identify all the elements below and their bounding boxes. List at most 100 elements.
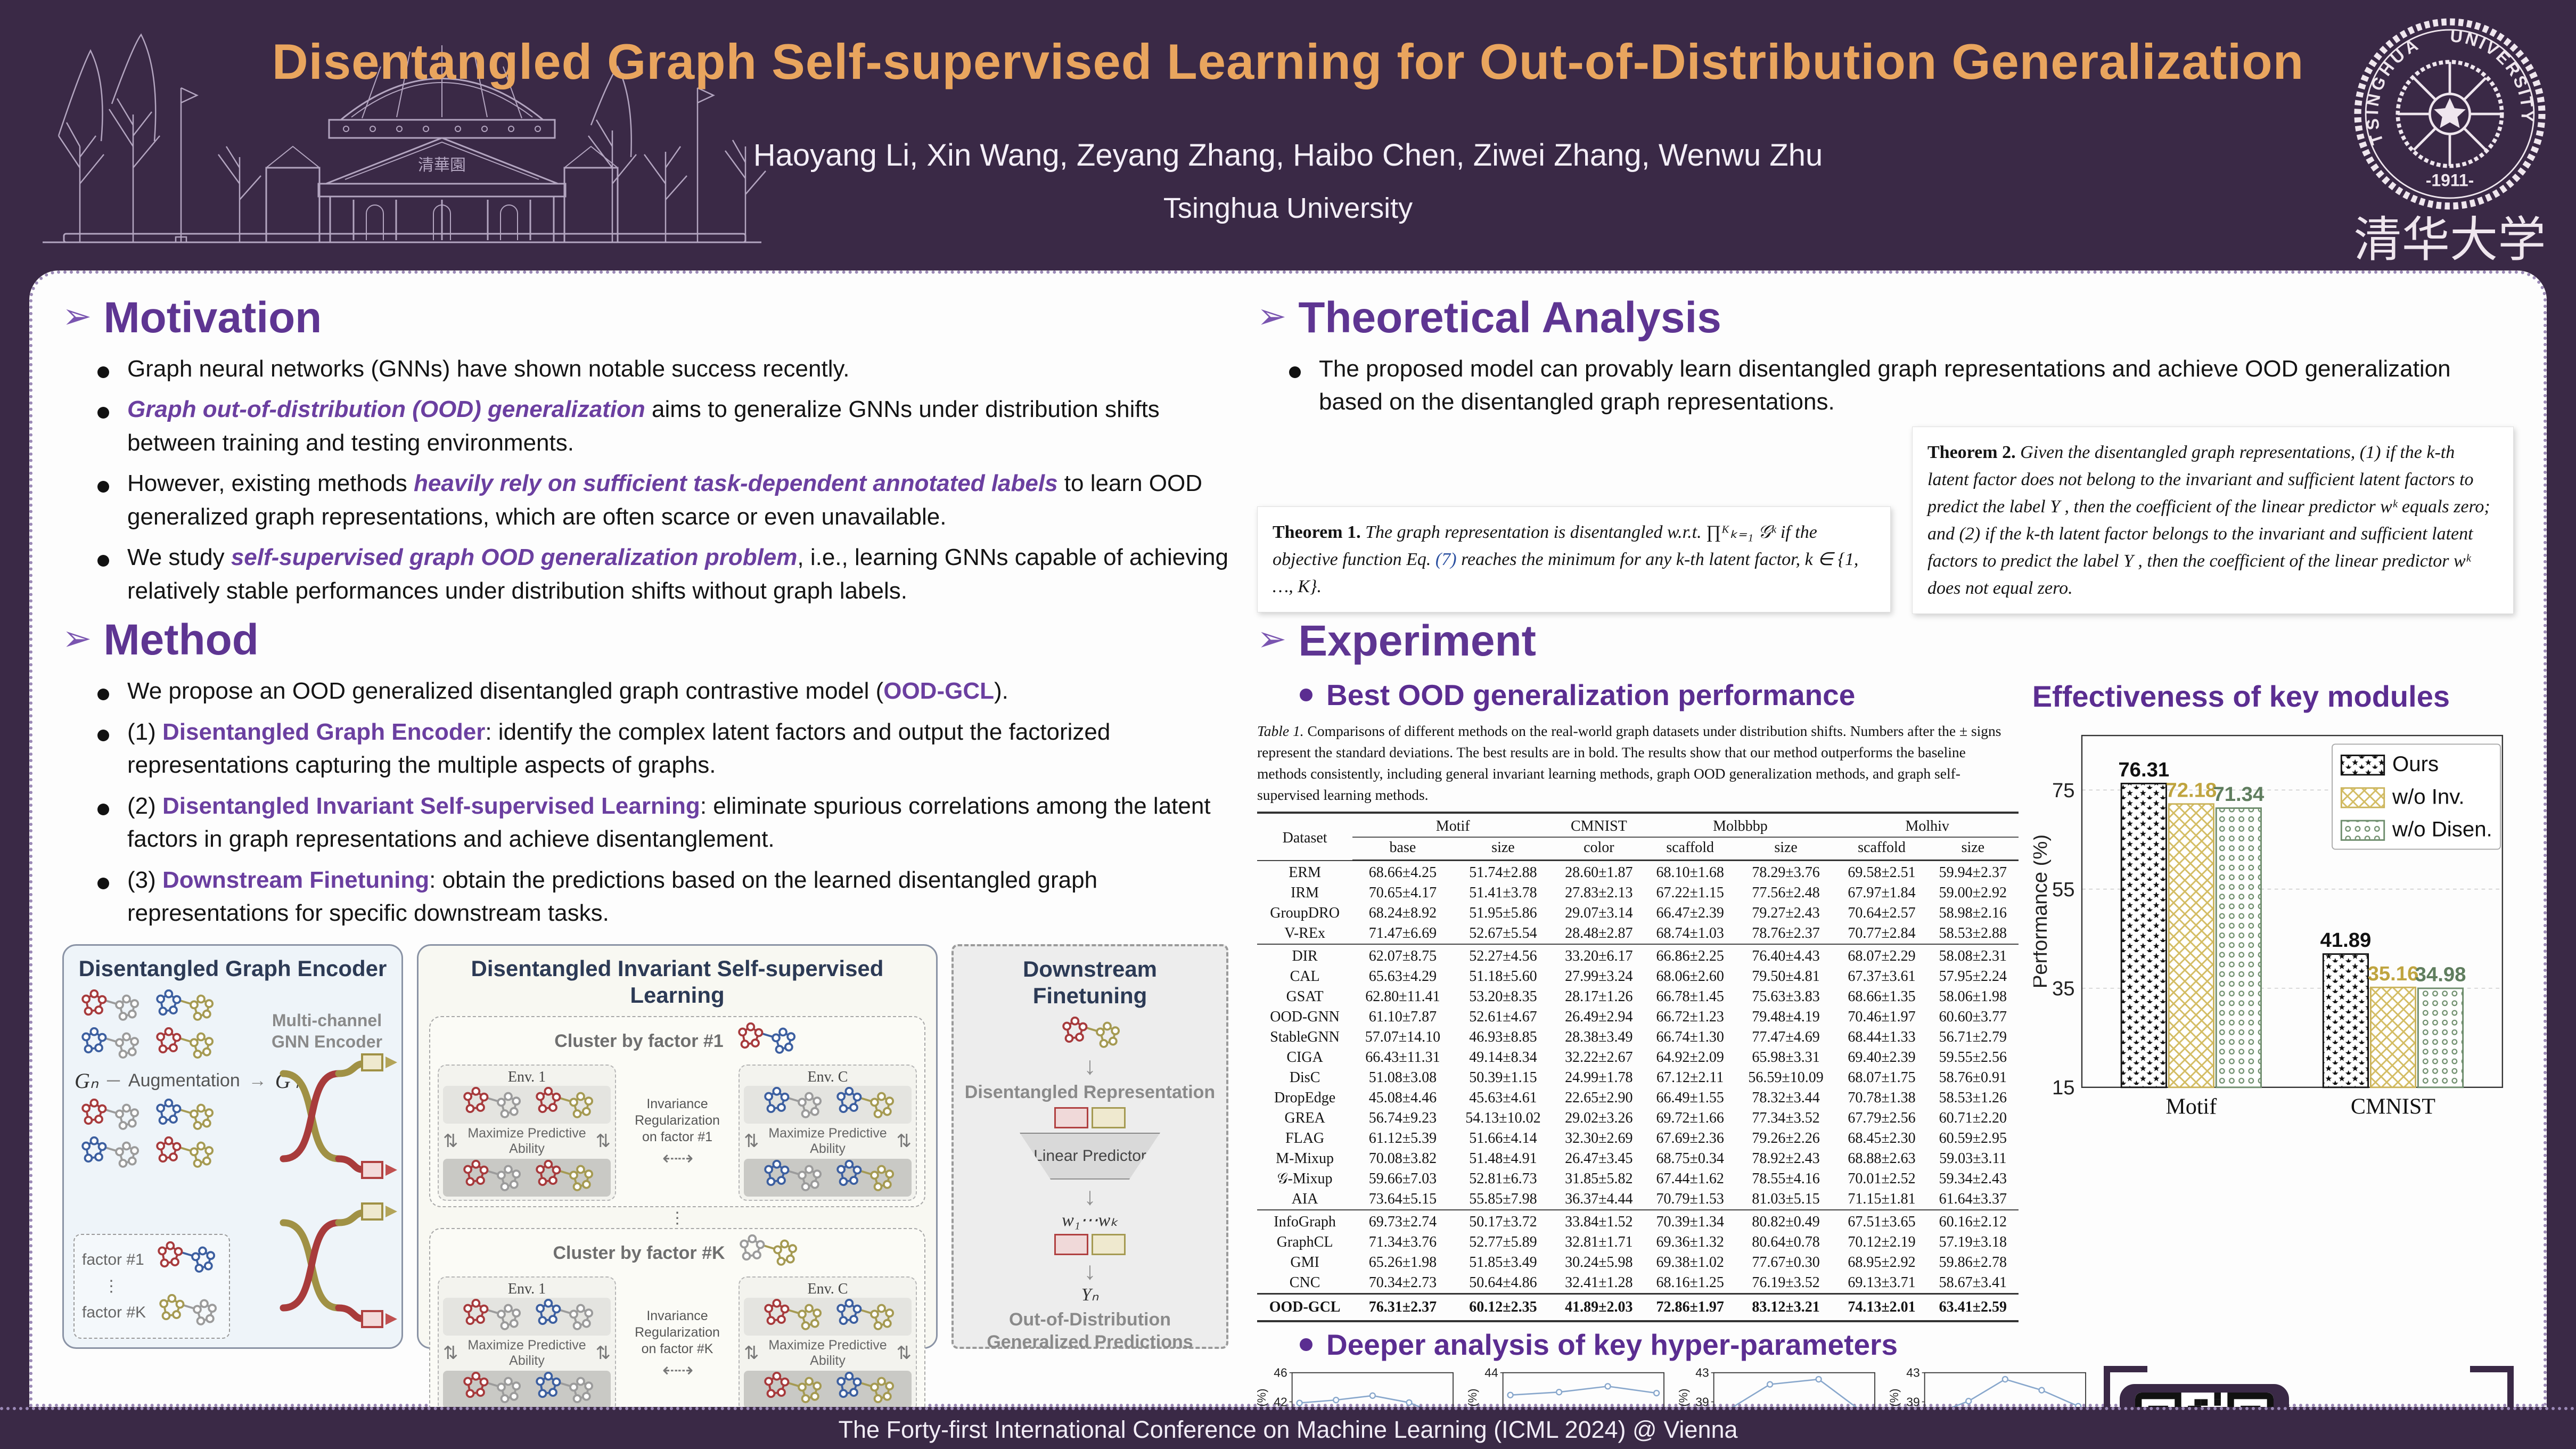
bullet-icon [97, 689, 109, 701]
cluster-factor1: Cluster by factor #1 Env. 1 ⇅ Maximize P… [429, 1016, 925, 1208]
molecule-pair-icon [757, 1087, 826, 1123]
invariance-regularization: Invariance Regularization on factor #1 ⇠⇢ [621, 1096, 733, 1170]
molecule-pair-icon [456, 1087, 526, 1123]
molecule-pair-icon [456, 1160, 526, 1196]
svg-text:35: 35 [2052, 977, 2075, 1000]
svg-text:w/o Disen.: w/o Disen. [2392, 817, 2492, 841]
molecule-pair-icon [529, 1087, 598, 1123]
factor1-label: factor #1 [82, 1250, 144, 1268]
arrow-marker-icon: ➢ [62, 618, 92, 658]
up-down-arrow-icon: ⇅ [443, 1131, 458, 1152]
cluster-factorK: Cluster by factor #K Env. 1 ⇅ Maximize P… [429, 1228, 925, 1420]
molecule-pair-icon [830, 1372, 899, 1407]
svg-text:55: 55 [2052, 878, 2075, 901]
down-arrow-icon: ↓ [1084, 1256, 1096, 1284]
molecule-pair-icon [149, 989, 218, 1025]
finetuning-panel: Downstream Finetuning ↓ Disentangled Rep… [951, 944, 1228, 1352]
ablation-chart-title: Effectiveness of key modules [2032, 679, 2450, 713]
augmented-graphs [75, 1098, 277, 1172]
augmentation-label: Augmentation [128, 1070, 240, 1091]
svg-text:35.16: 35.16 [2368, 962, 2419, 985]
up-down-arrow-icon: ⇅ [744, 1343, 759, 1364]
experiment-row-1: Best OOD generalization performance Effe… [1257, 676, 2514, 716]
up-down-arrow-icon: ⇅ [595, 1343, 611, 1364]
svg-text:15: 15 [2052, 1076, 2075, 1099]
molecule-pair-icon [830, 1299, 899, 1335]
gnn-encoder-label: Multi-channel GNN Encoder [271, 1010, 383, 1051]
encoder-panel-title: Disentangled Graph Encoder [78, 955, 387, 981]
results-table-block: Table 1. Comparisons of different method… [1257, 716, 2019, 1323]
bullet-icon [97, 803, 109, 815]
envC-box: Env. C ⇅ Maximize Predictive Ability ⇅ [739, 1276, 917, 1413]
footer: The Forty-first International Conference… [0, 1407, 2576, 1449]
molecule-pair-icon [529, 1372, 598, 1407]
invariance-regularization: Invariance Regularization on factor #K ⇠⇢ [621, 1308, 733, 1382]
theorem-2: Theorem 2. Given the disentangled graph … [1912, 426, 2514, 614]
list-item: However, existing methods heavily rely o… [97, 467, 1228, 534]
experiment-heading: ➢ Experiment [1257, 616, 1536, 665]
up-down-arrow-icon: ⇅ [443, 1343, 458, 1364]
results-table: Dataset Motif CMNIST Molbbbp Molhiv base size c… [1257, 812, 2019, 1323]
deeper-analysis-bullet: Deeper analysis of key hyper-parameters [1300, 1328, 2514, 1362]
right-column: ➢ Theoretical Analysis The proposed mode… [1255, 288, 2514, 1449]
env1-box: Env. 1 ⇅ Maximize Predictive Ability ⇅ [438, 1276, 616, 1413]
campus-line-art-icon: 清華園 [43, 33, 766, 243]
list-item: (2) Disentangled Invariant Self-supervis… [97, 790, 1228, 856]
best-ood-bullet: Best OOD generalization performance [1300, 678, 1855, 712]
list-item: (1) Disentangled Graph Encoder: identify… [97, 716, 1228, 782]
molecule-pair-icon [456, 1299, 526, 1335]
motivation-list: Graph neural networks (GNNs) have shown … [65, 353, 1228, 608]
molecule-pair-icon [151, 1241, 220, 1279]
ssl-panel-title: Disentangled Invariant Self-supervised L… [471, 955, 884, 1008]
molecule-pair-icon [149, 1027, 218, 1063]
ellipsis: ⋮ [669, 1209, 685, 1227]
molecule-pair-icon [757, 1372, 826, 1407]
molecule-pair-icon [529, 1299, 598, 1335]
bullet-icon [97, 555, 109, 567]
bullet-icon [1300, 688, 1312, 701]
list-item: Graph out-of-distribution (OOD) generali… [97, 393, 1228, 460]
list-item: (3) Downstream Finetuning: obtain the pr… [97, 864, 1228, 930]
augmentation-row: Gₙ ─ Augmentation → G′ₙ [75, 1068, 391, 1093]
svg-text:42: 42 [1274, 1395, 1287, 1409]
prediction-label: Yₙ [1081, 1284, 1099, 1305]
tsinghua-chinese-name: 清华大学 [2354, 214, 2546, 264]
svg-text:Ours: Ours [2392, 752, 2439, 776]
svg-text:46: 46 [1274, 1366, 1287, 1380]
right-arrow-icon: → [248, 1070, 267, 1091]
header: 清華園 [0, 0, 2576, 271]
up-down-arrow-icon: ⇅ [744, 1131, 759, 1152]
molecule-pair-icon [830, 1087, 899, 1123]
factor-chip [1092, 1233, 1126, 1255]
svg-text:39: 39 [1695, 1395, 1709, 1409]
molecule-pair-icon [149, 1098, 218, 1134]
svg-text:Performance (%): Performance (%) [2033, 834, 2052, 988]
bullet-icon [97, 877, 109, 889]
ellipsis: ⋮ [103, 1277, 119, 1295]
env1-box: Env. 1 ⇅ Maximize Predictive Ability ⇅ [438, 1065, 616, 1201]
molecule-pair-icon [75, 989, 144, 1025]
molecule-pair-icon [1055, 1017, 1125, 1052]
motivation-heading: ➢ Motivation [62, 293, 322, 342]
bullet-icon [97, 481, 109, 493]
molecule-pair-icon [75, 1098, 144, 1134]
svg-text:-1911-: -1911- [2426, 170, 2474, 190]
left-right-dashed-arrow-icon: ⇠⇢ [662, 1358, 693, 1381]
bullet-icon [97, 366, 109, 378]
molecule-pair-icon [731, 1022, 800, 1060]
channel-ribbons-icon [280, 1053, 397, 1328]
linear-predictor: Linear Predictor [1020, 1132, 1160, 1180]
factor-legend: factor #1 ⋮ factor #K [73, 1233, 231, 1339]
left-right-dashed-arrow-icon: ⇠⇢ [662, 1147, 693, 1169]
factor-chip [1092, 1107, 1126, 1128]
svg-text:TSINGHUA: TSINGHUA [2362, 34, 2424, 147]
theorem-1: Theorem 1. The graph representation is d… [1257, 506, 1891, 612]
conference-name: The Forty-first International Conference… [838, 1415, 1738, 1443]
theorems: Theorem 1. The graph representation is d… [1257, 426, 2514, 614]
molecule-pair-icon [529, 1160, 598, 1196]
list-item: We propose an OOD generalized disentangl… [97, 675, 1228, 708]
svg-text:43: 43 [1906, 1366, 1919, 1380]
gn-label: Gₙ [75, 1068, 99, 1093]
representation-label: Disentangled Representation [964, 1082, 1216, 1103]
